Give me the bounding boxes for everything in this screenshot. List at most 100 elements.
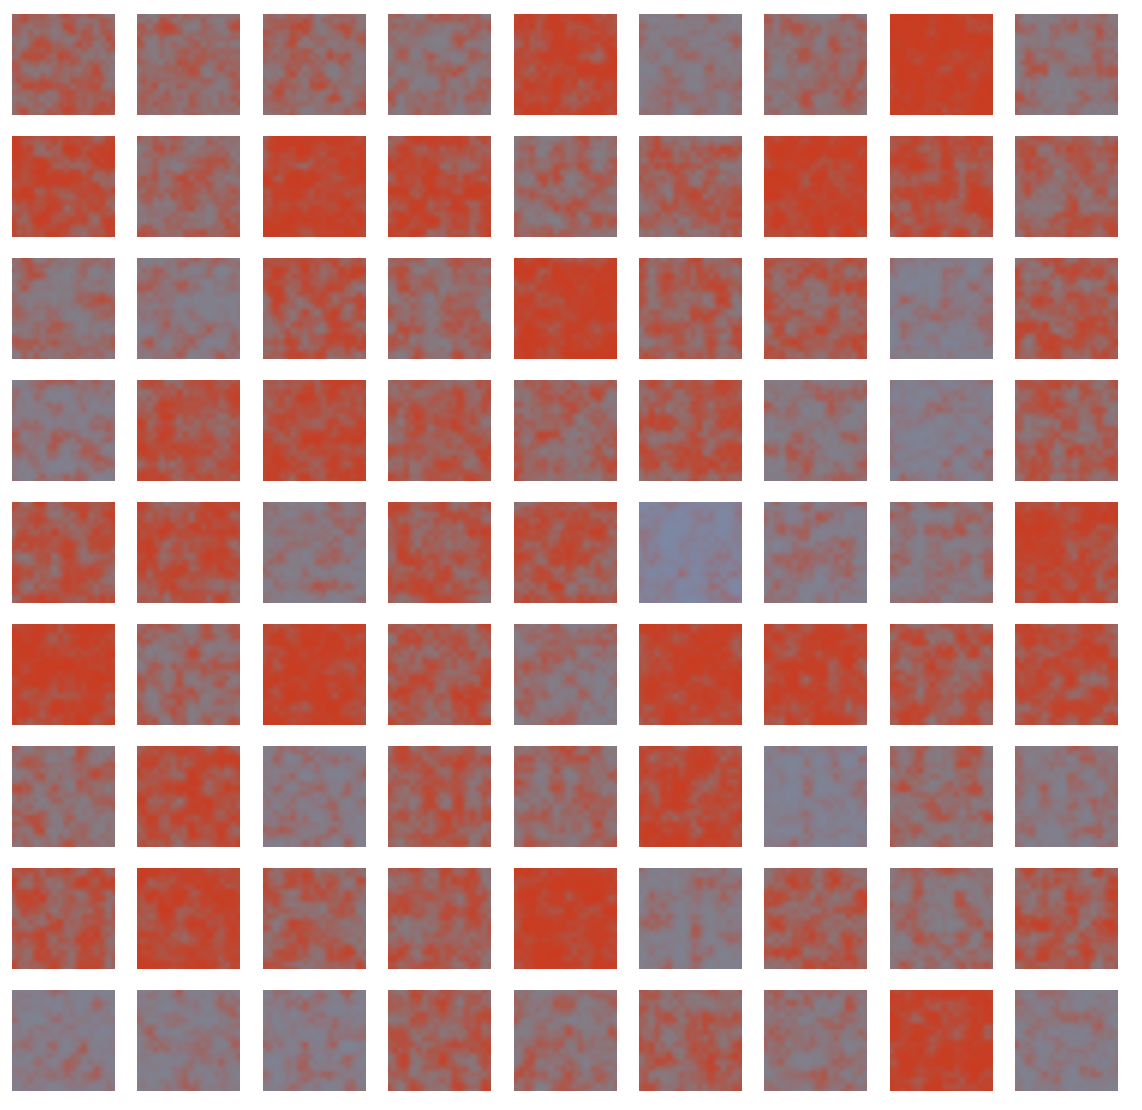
tile-r4-c8	[889, 380, 993, 481]
tile-pattern	[12, 502, 115, 603]
tile-r2-c7	[764, 136, 868, 237]
tile-pattern	[1015, 136, 1119, 237]
tile-r8-c1	[12, 868, 115, 969]
tile-pattern	[137, 136, 241, 237]
tile-pattern	[638, 502, 742, 603]
tile-pattern	[764, 624, 868, 725]
tile-pattern	[764, 258, 868, 359]
tile-pattern	[764, 746, 868, 847]
tile-r5-c2	[137, 502, 241, 603]
tile-r8-c6	[638, 868, 742, 969]
tile-pattern	[764, 136, 868, 237]
tile-pattern	[764, 990, 868, 1091]
tile-pattern	[513, 380, 617, 481]
tile-pattern	[638, 258, 742, 359]
tile-pattern	[764, 502, 868, 603]
tile-pattern	[137, 380, 241, 481]
tile-pattern	[262, 14, 366, 115]
tile-r4-c4	[388, 380, 492, 481]
tile-r6-c4	[388, 624, 492, 725]
tile-pattern	[513, 258, 617, 359]
tile-pattern	[137, 258, 241, 359]
tile-pattern	[262, 136, 366, 237]
tile-pattern	[262, 868, 366, 969]
tile-r2-c3	[262, 136, 366, 237]
tile-pattern	[1015, 258, 1119, 359]
tile-r2-c9	[1015, 136, 1119, 237]
tile-pattern	[889, 258, 993, 359]
tile-r5-c6	[638, 502, 742, 603]
tile-pattern	[262, 380, 366, 481]
tile-pattern	[12, 380, 115, 481]
tile-pattern	[388, 14, 492, 115]
tile-r6-c3	[262, 624, 366, 725]
tile-r5-c3	[262, 502, 366, 603]
tile-pattern	[1015, 502, 1119, 603]
tile-pattern	[262, 502, 366, 603]
tile-pattern	[388, 502, 492, 603]
tile-pattern	[12, 990, 115, 1091]
tile-pattern	[12, 746, 115, 847]
tile-r8-c2	[137, 868, 241, 969]
tile-pattern	[764, 868, 868, 969]
tile-r6-c6	[638, 624, 742, 725]
tile-r6-c9	[1015, 624, 1119, 725]
tile-r7-c1	[12, 746, 115, 847]
tile-pattern	[388, 258, 492, 359]
tile-pattern	[889, 14, 993, 115]
tile-r2-c8	[889, 136, 993, 237]
tile-pattern	[12, 868, 115, 969]
tile-pattern	[388, 746, 492, 847]
tile-r7-c8	[889, 746, 993, 847]
tile-r7-c9	[1015, 746, 1119, 847]
tile-pattern	[764, 14, 868, 115]
tile-pattern	[638, 990, 742, 1091]
tile-r5-c9	[1015, 502, 1119, 603]
tile-r2-c2	[137, 136, 241, 237]
tile-pattern	[137, 868, 241, 969]
tile-r3-c6	[638, 258, 742, 359]
tile-pattern	[262, 258, 366, 359]
tile-r5-c4	[388, 502, 492, 603]
tile-pattern	[764, 380, 868, 481]
tile-pattern	[1015, 624, 1119, 725]
tile-pattern	[889, 502, 993, 603]
tile-pattern	[1015, 380, 1119, 481]
tile-pattern	[262, 624, 366, 725]
tile-pattern	[137, 502, 241, 603]
tile-r2-c1	[12, 136, 115, 237]
tile-r8-c4	[388, 868, 492, 969]
tile-pattern	[638, 746, 742, 847]
tile-pattern	[889, 380, 993, 481]
tile-r8-c9	[1015, 868, 1119, 969]
tile-pattern	[513, 502, 617, 603]
tile-pattern	[388, 136, 492, 237]
tile-r4-c5	[513, 380, 617, 481]
tile-r4-c7	[764, 380, 868, 481]
tile-r7-c6	[638, 746, 742, 847]
tile-r3-c2	[137, 258, 241, 359]
tile-r6-c7	[764, 624, 868, 725]
tile-r9-c3	[262, 990, 366, 1091]
tile-r4-c3	[262, 380, 366, 481]
tile-pattern	[638, 624, 742, 725]
tile-pattern	[388, 868, 492, 969]
tile-r8-c8	[889, 868, 993, 969]
tile-r7-c7	[764, 746, 868, 847]
tile-pattern	[388, 990, 492, 1091]
tile-r8-c3	[262, 868, 366, 969]
tile-r1-c5	[513, 14, 617, 115]
tile-pattern	[513, 14, 617, 115]
tile-r4-c9	[1015, 380, 1119, 481]
tile-r3-c8	[889, 258, 993, 359]
tile-r7-c5	[513, 746, 617, 847]
tile-pattern	[889, 746, 993, 847]
tile-pattern	[12, 258, 115, 359]
tile-pattern	[889, 990, 993, 1091]
tile-pattern	[262, 746, 366, 847]
tile-r1-c7	[764, 14, 868, 115]
tile-pattern	[1015, 868, 1119, 969]
tile-grid	[12, 14, 1119, 1091]
tile-r4-c1	[12, 380, 115, 481]
tile-pattern	[513, 868, 617, 969]
